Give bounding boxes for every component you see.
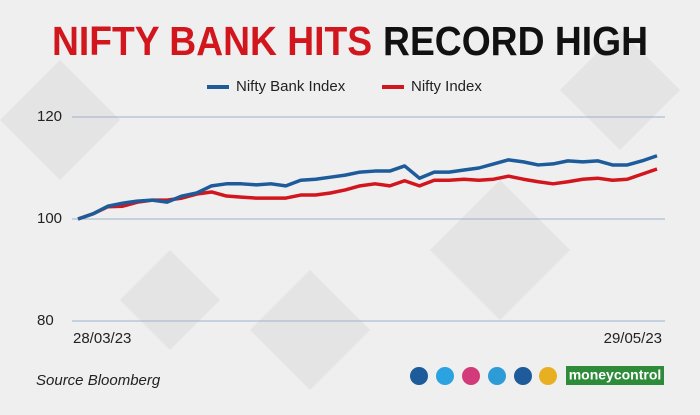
brand-name: moneycontrol bbox=[569, 367, 662, 383]
title-part: NIFTY BANK HITS bbox=[52, 18, 372, 64]
x-tick-label: 29/05/23 bbox=[604, 330, 662, 347]
brand-logo bbox=[566, 366, 664, 385]
title-part: RECORD HIGH bbox=[383, 18, 648, 64]
chart-title: NIFTY BANK HITSRECORD HIGH bbox=[52, 18, 648, 64]
social-icons bbox=[410, 367, 557, 385]
y-tick-label: 120 bbox=[37, 108, 62, 125]
series-line bbox=[77, 154, 658, 221]
legend-label: Nifty Index bbox=[411, 78, 482, 95]
y-tick-label: 80 bbox=[37, 312, 54, 329]
source-note: Source Bloomberg bbox=[36, 372, 161, 389]
legend-label: Nifty Bank Index bbox=[236, 78, 346, 95]
y-tick-label: 100 bbox=[37, 210, 62, 227]
x-tick-label: 28/03/23 bbox=[73, 330, 131, 347]
background-pattern bbox=[0, 30, 680, 390]
